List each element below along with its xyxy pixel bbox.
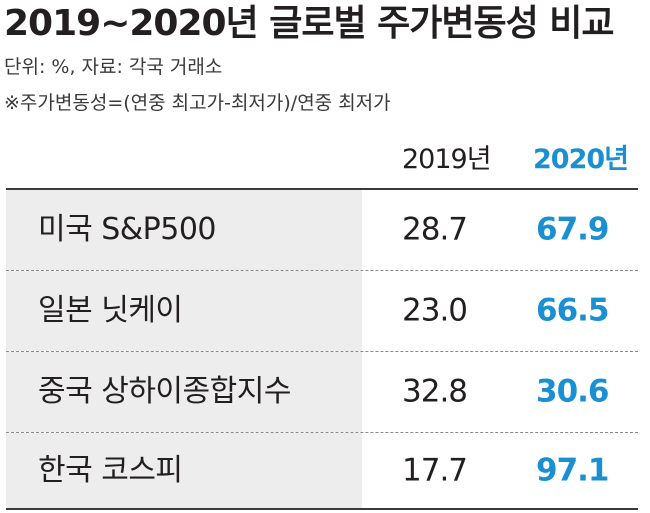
row-divider [6, 351, 638, 352]
row-name-cell [6, 433, 362, 508]
value-2020: 30.6 [536, 373, 609, 410]
row-divider [6, 432, 638, 433]
row-name: 한국 코스피 [38, 452, 183, 488]
value-2019: 28.7 [402, 211, 468, 248]
column-header-2020: 2020년 [533, 144, 629, 175]
value-2020: 67.9 [536, 211, 609, 248]
row-name: 미국 S&P500 [38, 212, 217, 247]
value-2019: 32.8 [402, 373, 468, 410]
table-row: 미국 S&P500 28.7 67.9 [6, 190, 638, 270]
column-header-2019: 2019년 [402, 144, 492, 175]
row-name-cell [6, 271, 362, 351]
row-divider [6, 270, 638, 271]
formula-note: ※주가변동성=(연중 최고가-최저가)/연중 최저가 [4, 92, 391, 114]
value-2020: 66.5 [536, 292, 609, 329]
table-row: 중국 상하이종합지수 32.8 30.6 [6, 352, 638, 432]
value-2020: 97.1 [536, 452, 609, 488]
table-bottom-rule [6, 508, 638, 510]
chart-title: 2019~2020년 글로벌 주가변동성 비교 [4, 3, 614, 44]
table-row: 한국 코스피 17.7 97.1 [6, 433, 638, 508]
unit-source-note: 단위: %, 자료: 각국 거래소 [4, 56, 223, 78]
row-name: 일본 닛케이 [38, 293, 183, 328]
table-row: 일본 닛케이 23.0 66.5 [6, 271, 638, 351]
row-name-cell [6, 352, 362, 432]
row-name-cell [6, 190, 362, 270]
value-2019: 17.7 [402, 452, 468, 488]
row-name: 중국 상하이종합지수 [38, 374, 291, 409]
value-2019: 23.0 [402, 292, 468, 329]
table-top-rule [6, 188, 638, 190]
